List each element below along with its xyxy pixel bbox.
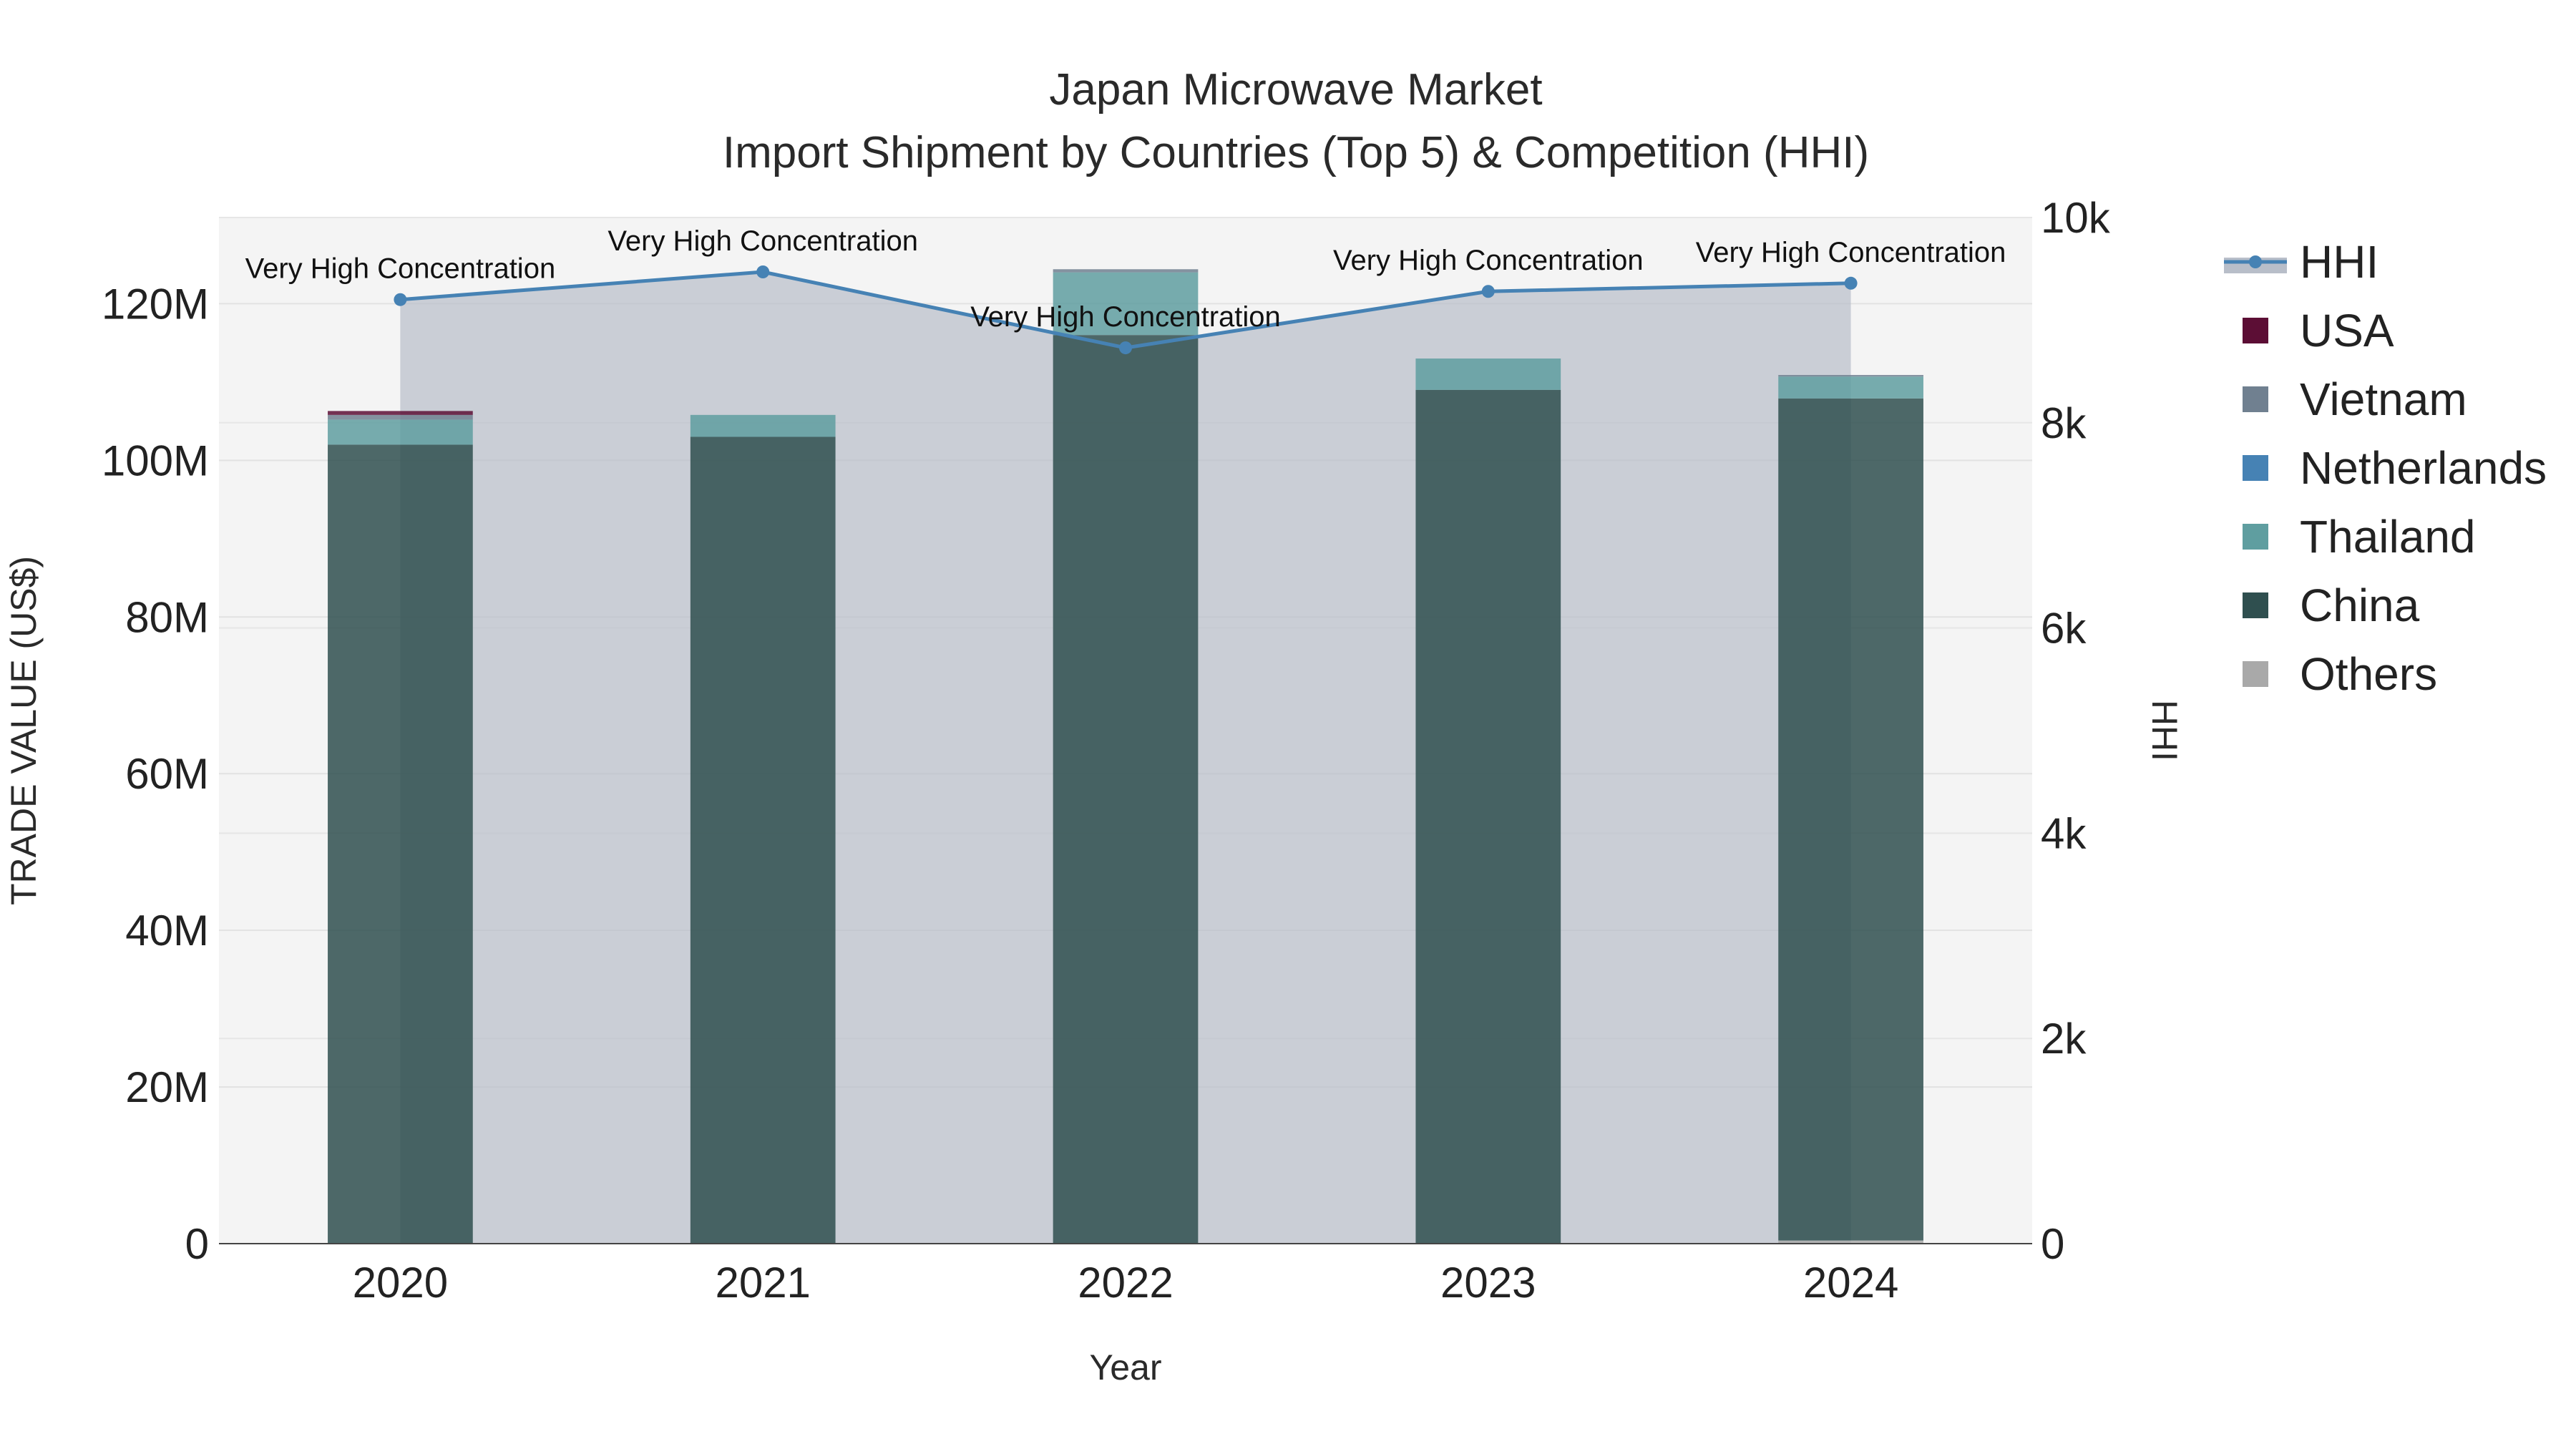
bar-thailand-2020 bbox=[328, 419, 473, 445]
legend-label-usa: USA bbox=[2300, 305, 2394, 356]
x-tick-label: 2020 bbox=[353, 1259, 448, 1307]
y2-axis-ticks: 0 2k 4k 6k 8k 10k bbox=[2041, 194, 2111, 1268]
bar-thailand-2023 bbox=[1415, 358, 1561, 390]
bar-china-2022 bbox=[1053, 335, 1199, 1244]
hhi-point-2022 bbox=[1119, 341, 1132, 355]
x-axis-ticks: 2020 2021 2022 2023 2024 bbox=[353, 1259, 1899, 1307]
bar-thailand-2021 bbox=[690, 414, 836, 437]
legend-label-netherlands: Netherlands bbox=[2300, 442, 2547, 494]
legend-swatch-thailand bbox=[2243, 524, 2268, 550]
hhi-labels: Very High Concentration Very High Concent… bbox=[245, 225, 2006, 333]
hhi-point-2024 bbox=[1844, 276, 1858, 290]
y2-tick-label: 8k bbox=[2041, 399, 2087, 447]
legend-label-others: Others bbox=[2300, 648, 2437, 700]
legend: HHI USA Vietnam Netherlands Thailand China Oth… bbox=[2224, 236, 2547, 700]
bar-thailand-2022 bbox=[1053, 272, 1199, 336]
y2-tick-label: 6k bbox=[2041, 605, 2087, 653]
y-tick-label: 60M bbox=[125, 750, 209, 798]
y2-tick-label: 0 bbox=[2041, 1220, 2064, 1268]
bar-china-2023 bbox=[1415, 389, 1561, 1244]
x-axis-title: Year bbox=[1089, 1347, 1161, 1387]
y2-tick-label: 10k bbox=[2041, 194, 2111, 242]
bar-vietnam-2024 bbox=[1778, 375, 1923, 377]
hhi-point-2021 bbox=[756, 265, 770, 279]
y-tick-label: 100M bbox=[102, 436, 209, 484]
hhi-annotation-2021: Very High Concentration bbox=[608, 225, 918, 257]
hhi-points bbox=[394, 265, 1858, 355]
legend-swatch-vietnam bbox=[2243, 386, 2268, 412]
bar-china-2024 bbox=[1778, 398, 1923, 1241]
legend-label-thailand: Thailand bbox=[2300, 511, 2476, 562]
bars bbox=[328, 269, 1923, 1244]
bar-others-2024 bbox=[1778, 1240, 1923, 1244]
hhi-annotation-2020: Very High Concentration bbox=[245, 253, 556, 285]
legend-label-china: China bbox=[2300, 580, 2420, 631]
chart-subtitle: Import Shipment by Countries (Top 5) & C… bbox=[723, 128, 1869, 177]
y-tick-label: 20M bbox=[125, 1063, 209, 1111]
hhi-annotation-2024: Very High Concentration bbox=[1696, 237, 2006, 268]
legend-swatch-china bbox=[2243, 592, 2268, 618]
legend-hhi-marker bbox=[2249, 255, 2262, 268]
y-tick-label: 40M bbox=[125, 907, 209, 955]
y2-tick-label: 4k bbox=[2041, 809, 2087, 857]
bar-thailand-2024 bbox=[1778, 376, 1923, 399]
legend-label-vietnam: Vietnam bbox=[2300, 374, 2467, 425]
x-tick-label: 2023 bbox=[1440, 1259, 1536, 1307]
x-tick-label: 2021 bbox=[715, 1259, 810, 1307]
hhi-point-2020 bbox=[394, 293, 407, 306]
legend-label-hhi: HHI bbox=[2300, 236, 2379, 288]
x-tick-label: 2024 bbox=[1803, 1259, 1898, 1307]
bar-china-2020 bbox=[328, 444, 473, 1244]
chart-title: Japan Microwave Market bbox=[1049, 65, 1542, 114]
x-tick-label: 2022 bbox=[1078, 1259, 1173, 1307]
legend-swatch-others bbox=[2243, 661, 2268, 687]
bar-usa-2020 bbox=[328, 411, 473, 415]
y2-axis-title: HHI bbox=[2145, 700, 2185, 761]
y-tick-label: 80M bbox=[125, 593, 209, 641]
hhi-point-2023 bbox=[1481, 285, 1495, 298]
bar-vietnam-2020 bbox=[328, 414, 473, 420]
legend-swatch-usa bbox=[2243, 318, 2268, 343]
y-axis-title: TRADE VALUE (US$) bbox=[4, 556, 44, 905]
hhi-annotation-2023: Very High Concentration bbox=[1333, 245, 1644, 276]
bar-china-2021 bbox=[690, 436, 836, 1244]
hhi-annotation-2022: Very High Concentration bbox=[970, 301, 1281, 333]
bar-vietnam-2022 bbox=[1053, 269, 1199, 273]
y-tick-label: 120M bbox=[102, 280, 209, 328]
y2-tick-label: 2k bbox=[2041, 1015, 2087, 1063]
y-tick-label: 0 bbox=[185, 1220, 209, 1268]
legend-swatch-netherlands bbox=[2243, 455, 2268, 481]
y-axis-ticks: 0 20M 40M 60M 80M 100M 120M bbox=[102, 280, 209, 1268]
